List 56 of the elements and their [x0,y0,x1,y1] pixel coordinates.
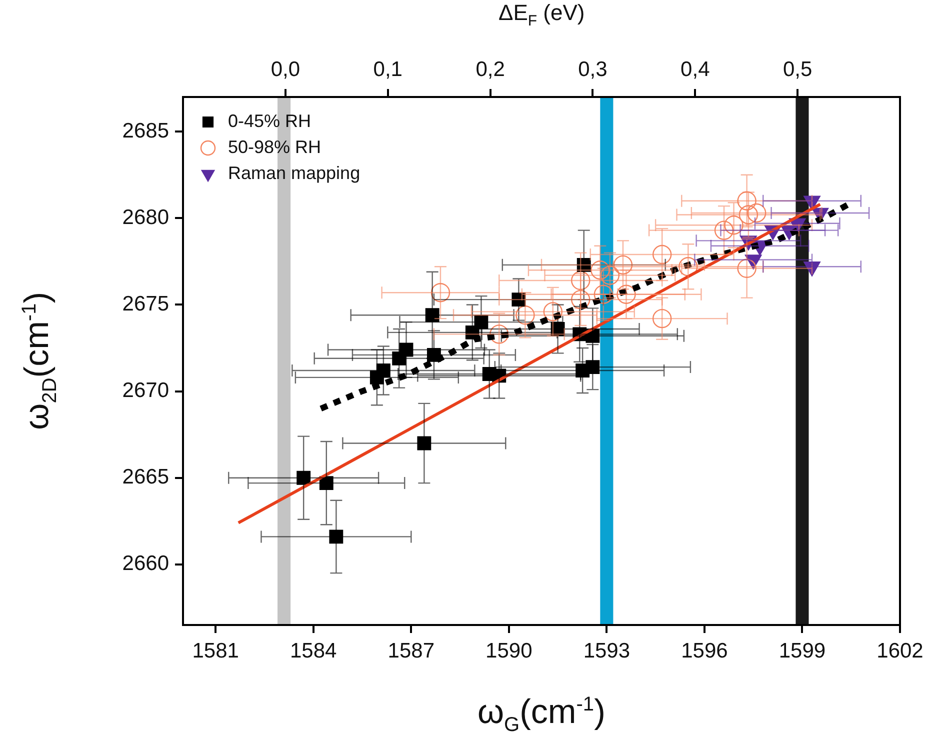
y-tick-label: 2660 [122,552,169,576]
point [425,308,440,322]
y-tick-label: 2670 [122,379,169,402]
point [550,322,565,336]
point [296,470,311,485]
legend-label: Raman mapping [228,162,360,183]
y-tick-label: 2675 [122,292,169,316]
point [516,306,535,325]
x2-tick-label: 0,1 [373,58,402,82]
point [490,324,509,344]
legend-label: 50-98% RH [228,136,322,157]
y-tick-label: 2665 [122,466,169,489]
x-tick-label: 1593 [583,639,630,662]
x2-tick-label: 0,3 [578,58,608,82]
point [329,530,344,544]
point [616,284,636,304]
point [512,292,526,307]
x-axis-title: ω$_{G}$(cm$^{-1}$) [478,693,606,737]
point [600,266,620,285]
x2-tick-label: 0,5 [782,58,812,82]
point [571,290,590,310]
point [474,315,488,330]
point [747,203,766,223]
x-tick-label: 1602 [876,639,924,662]
point [399,342,414,357]
point [652,308,672,328]
point [590,260,610,280]
point [543,302,563,322]
x-tick-label: 1599 [778,639,826,662]
x-tick-label: 1584 [290,639,338,662]
point [738,205,758,224]
point [714,220,734,240]
x2-tick-label: 0,2 [476,58,505,82]
x-tick-label: 1587 [388,639,434,662]
legend-label: 0-45% RH [228,110,312,131]
point [594,284,614,304]
point [737,258,756,278]
point [319,476,334,490]
point [652,244,672,264]
point [376,364,390,378]
x-tick-label: 1581 [192,639,239,662]
x2-tick-label: 0,4 [680,58,710,82]
point [576,258,591,272]
point [571,270,590,290]
x2-axis-title: ΔE$_{F}$ (eV) [498,0,585,30]
x-tick-label: 1596 [681,639,728,662]
point [737,191,756,210]
point [430,283,450,302]
x-tick-label: 1590 [486,639,532,662]
point [613,255,633,275]
point [586,360,600,374]
x2-tick-label: 0,0 [270,58,300,82]
y-tick-label: 2685 [122,119,169,142]
y-tick-label: 2680 [122,206,169,229]
point [417,436,432,450]
point [724,216,744,235]
